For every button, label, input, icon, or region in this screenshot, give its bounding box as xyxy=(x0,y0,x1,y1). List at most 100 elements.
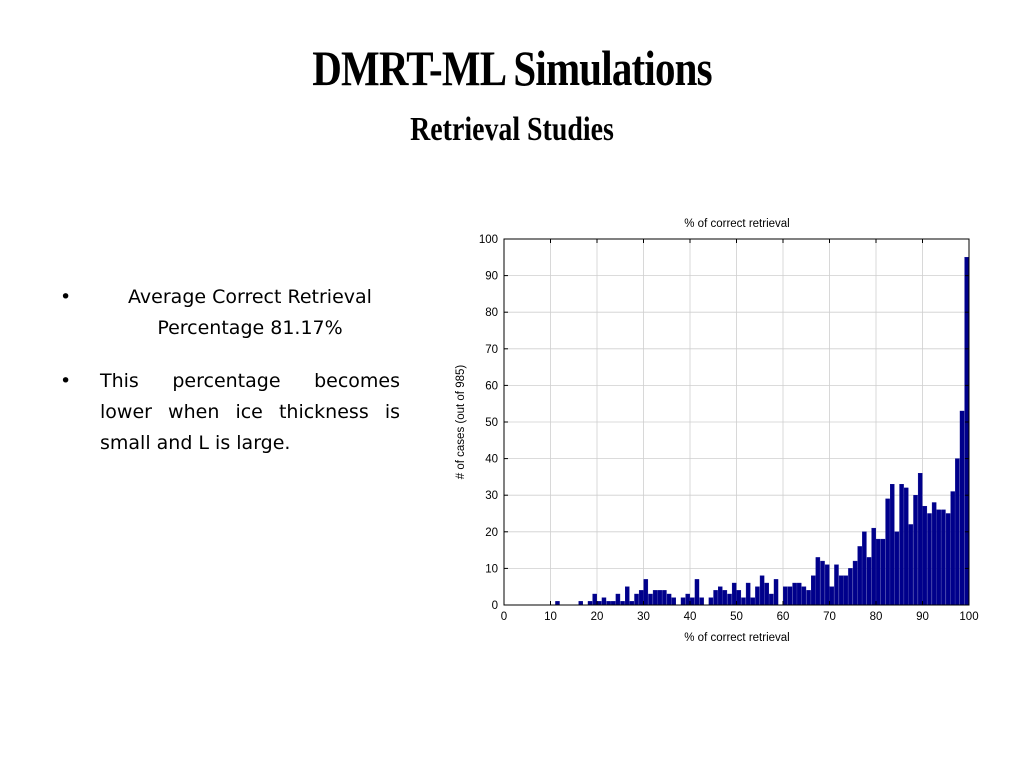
histogram-bar xyxy=(950,491,955,606)
chart-svg: % of correct retrieval 0 10 20 30 40 50 60 70 80… xyxy=(455,218,979,644)
histogram-bar xyxy=(871,527,876,606)
y-tick-label: 20 xyxy=(485,527,498,539)
histogram-bar xyxy=(811,575,816,606)
histogram-bar xyxy=(876,538,881,606)
y-tick-label: 30 xyxy=(485,490,498,502)
y-tick-label: 10 xyxy=(485,563,498,575)
histogram-bar xyxy=(615,593,621,606)
chart-bars xyxy=(555,257,969,606)
histogram-bar xyxy=(745,582,751,606)
histogram-bar xyxy=(555,601,560,606)
histogram-bar xyxy=(922,505,928,606)
histogram-bar xyxy=(722,590,728,606)
histogram-bar xyxy=(601,597,607,606)
slide-subtitle: Retrieval Studies xyxy=(410,111,614,148)
histogram-bar xyxy=(671,597,676,606)
histogram-bar xyxy=(773,579,779,606)
bullet-list: • Average Correct Retrieval Percentage 8… xyxy=(60,282,400,481)
histogram-bar xyxy=(848,568,853,606)
histogram-bar xyxy=(713,590,718,606)
histogram-bar xyxy=(815,557,821,606)
histogram-bar xyxy=(680,597,686,606)
histogram-bar xyxy=(620,601,625,606)
histogram-bar xyxy=(917,473,923,606)
x-tick-label: 20 xyxy=(591,611,604,623)
chart-grid xyxy=(503,238,970,606)
chart-title: % of correct retrieval xyxy=(684,218,789,230)
y-tick-label: 40 xyxy=(485,454,498,466)
histogram-bar xyxy=(699,597,704,606)
y-tick-label: 60 xyxy=(485,380,498,392)
histogram-bar xyxy=(866,557,872,606)
histogram-bar xyxy=(890,484,895,606)
histogram-bar xyxy=(843,575,849,606)
histogram-bar xyxy=(885,498,890,606)
histogram-bar xyxy=(587,601,593,606)
histogram-bar xyxy=(755,586,760,606)
bullet-item-average: • Average Correct Retrieval Percentage 8… xyxy=(60,282,400,344)
histogram-bar xyxy=(857,546,862,606)
histogram-bar xyxy=(648,593,653,606)
histogram-bar xyxy=(597,601,602,606)
histogram-chart: % of correct retrieval 0 10 20 30 40 50 60 70 80… xyxy=(440,210,1000,660)
histogram-bar xyxy=(936,509,942,606)
histogram-bar xyxy=(759,575,765,606)
histogram-bar xyxy=(820,560,825,606)
histogram-bar xyxy=(643,579,649,606)
histogram-bar xyxy=(666,593,672,606)
histogram-bar xyxy=(880,538,886,606)
bullet-text: This percentage becomes lower when ice t… xyxy=(100,370,400,454)
histogram-bar xyxy=(690,597,695,606)
histogram-bar xyxy=(824,564,830,606)
histogram-bar xyxy=(606,601,611,606)
histogram-bar xyxy=(741,597,746,606)
histogram-bar xyxy=(801,586,807,606)
x-tick-label: 80 xyxy=(870,611,883,623)
histogram-bar xyxy=(662,590,667,606)
histogram-bar xyxy=(964,257,969,606)
histogram-bar xyxy=(913,495,918,606)
x-tick-label: 90 xyxy=(916,611,929,623)
y-tick-label: 80 xyxy=(485,307,498,319)
chart-ticks: 0 10 20 30 40 50 60 70 80 90 100 0 10 20 30 40 50 60 70 80 9… xyxy=(479,234,979,623)
histogram-bar xyxy=(750,597,756,606)
histogram-bar xyxy=(834,564,839,606)
y-tick-label: 50 xyxy=(485,417,498,429)
histogram-bar xyxy=(708,597,714,606)
histogram-bar xyxy=(624,586,630,606)
histogram-bar xyxy=(931,502,937,606)
histogram-bar xyxy=(783,586,788,606)
y-tick-label: 100 xyxy=(479,234,498,246)
x-tick-label: 0 xyxy=(501,611,507,623)
bullet-item-trend: • This percentage becomes lower when ice… xyxy=(60,366,400,459)
histogram-bar xyxy=(862,531,867,606)
histogram-bar xyxy=(927,513,932,606)
histogram-bar xyxy=(941,509,946,606)
histogram-bar xyxy=(806,590,811,606)
x-tick-label: 30 xyxy=(637,611,650,623)
y-tick-label: 90 xyxy=(485,271,498,283)
histogram-bar xyxy=(657,590,663,606)
histogram-bar xyxy=(908,524,914,606)
histogram-bar xyxy=(838,575,844,606)
histogram-bar xyxy=(592,593,597,606)
histogram-bar xyxy=(611,601,616,606)
y-tick-label: 70 xyxy=(485,344,498,356)
histogram-bar xyxy=(899,484,904,606)
x-tick-label: 70 xyxy=(823,611,836,623)
x-tick-label: 100 xyxy=(959,611,978,623)
histogram-bar xyxy=(578,601,583,606)
x-tick-label: 40 xyxy=(684,611,697,623)
y-axis-label: # of cases (out of 985) xyxy=(455,365,467,480)
histogram-bar xyxy=(736,590,742,606)
histogram-bar xyxy=(694,579,700,606)
histogram-bar xyxy=(727,593,732,606)
histogram-bar xyxy=(945,513,951,606)
x-tick-label: 60 xyxy=(777,611,790,623)
histogram-bar xyxy=(629,601,635,606)
histogram-bar xyxy=(769,593,774,606)
y-tick-label: 0 xyxy=(492,600,498,612)
histogram-bar xyxy=(787,586,793,606)
histogram-bar xyxy=(718,586,723,606)
bullet-text: Average Correct Retrieval Percentage 81.… xyxy=(128,286,372,339)
